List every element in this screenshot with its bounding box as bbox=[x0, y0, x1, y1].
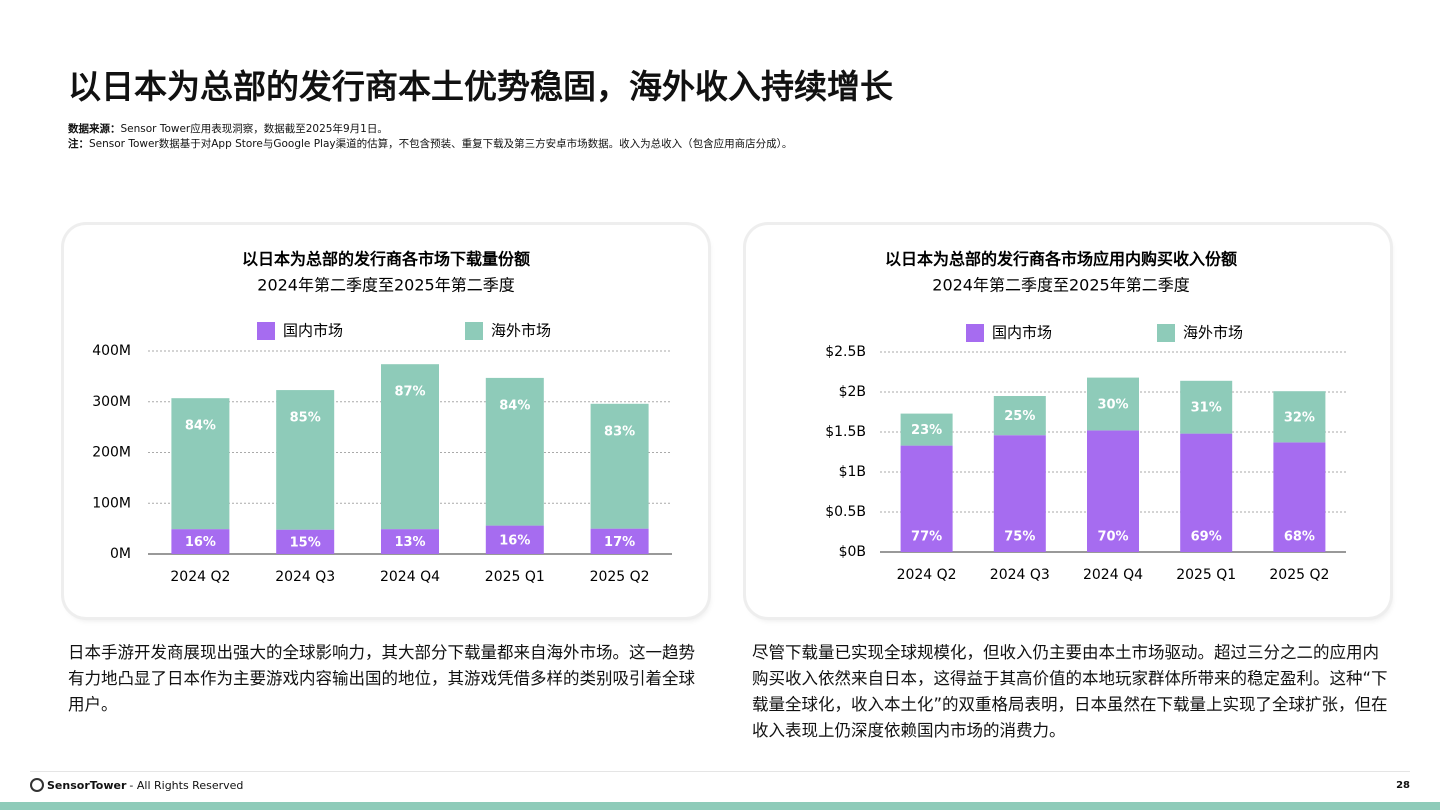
share-label: 31% bbox=[1191, 401, 1222, 416]
chart-title: 以日本为总部的发行商各市场下载量份额 bbox=[242, 250, 530, 269]
share-label: 23% bbox=[911, 423, 942, 438]
share-label: 69% bbox=[1191, 530, 1222, 545]
bar-segment bbox=[993, 435, 1046, 552]
bar-segment bbox=[171, 529, 230, 554]
x-tick-label: 2024 Q3 bbox=[990, 567, 1050, 583]
bar-segment bbox=[381, 364, 439, 530]
x-tick-label: 2025 Q1 bbox=[485, 569, 545, 585]
share-label: 30% bbox=[1097, 398, 1128, 413]
rights: - All Rights Reserved bbox=[129, 778, 244, 792]
bar-segment bbox=[485, 377, 544, 526]
footer-bar bbox=[0, 802, 1440, 810]
bar-segment bbox=[276, 390, 335, 530]
y-tick-label: $0.5B bbox=[825, 504, 866, 520]
y-tick-label: $2B bbox=[839, 384, 866, 400]
x-tick-label: 2024 Q2 bbox=[897, 567, 957, 583]
share-label: 16% bbox=[499, 533, 530, 548]
footer-rule bbox=[30, 771, 1410, 772]
share-label: 87% bbox=[394, 385, 425, 400]
page-number: 28 bbox=[1396, 780, 1410, 791]
legend-swatch bbox=[465, 322, 483, 340]
y-tick-label: $0B bbox=[839, 544, 866, 560]
paragraph: 日本手游开发商展现出强大的全球影响力，其大部分下载量都来自海外市场。这一趋势有力… bbox=[68, 643, 695, 714]
x-tick-label: 2025 Q2 bbox=[1269, 567, 1329, 583]
bar-segment bbox=[276, 529, 335, 554]
legend-label: 国内市场 bbox=[283, 322, 343, 340]
bar-segment bbox=[1273, 442, 1326, 552]
bar-segment bbox=[1087, 377, 1139, 431]
share-label: 83% bbox=[604, 424, 635, 439]
source-label: 数据来源： bbox=[68, 123, 121, 135]
source-note: 数据来源：Sensor Tower应用表现洞察，数据截至2025年9月1日。 bbox=[68, 121, 388, 136]
bar-segment bbox=[1180, 433, 1233, 552]
share-label: 16% bbox=[185, 535, 216, 550]
share-label: 75% bbox=[1004, 530, 1035, 545]
share-label: 70% bbox=[1097, 530, 1128, 545]
legend-label: 海外市场 bbox=[1183, 324, 1243, 342]
bar-segment bbox=[590, 403, 649, 529]
share-label: 68% bbox=[1284, 530, 1315, 545]
bar-segment bbox=[1180, 380, 1233, 434]
note-label: 注： bbox=[68, 138, 89, 150]
bar-segment bbox=[171, 398, 230, 530]
share-label: 25% bbox=[1004, 409, 1035, 424]
y-tick-label: 300M bbox=[92, 394, 131, 410]
brand: SensorTower bbox=[47, 778, 127, 792]
x-tick-label: 2024 Q4 bbox=[1083, 567, 1143, 583]
page-title: 以日本为总部的发行商本土优势稳固，海外收入持续增长 bbox=[68, 67, 893, 106]
legend-swatch bbox=[1157, 324, 1175, 342]
y-tick-label: 200M bbox=[92, 445, 131, 461]
x-tick-label: 2024 Q2 bbox=[170, 569, 230, 585]
y-tick-label: $1.5B bbox=[825, 424, 866, 440]
footer-brand: SensorTower - All Rights Reserved bbox=[30, 778, 243, 792]
bar-segment bbox=[993, 396, 1046, 436]
y-tick-label: 100M bbox=[92, 495, 131, 511]
bar-segment bbox=[381, 529, 439, 554]
bar-segment bbox=[1087, 430, 1139, 552]
y-tick-label: 400M bbox=[92, 343, 131, 359]
note-text: Sensor Tower数据基于对App Store与Google Play渠道… bbox=[89, 138, 793, 150]
paragraph: 尽管下载量已实现全球规模化，但收入仍主要由本土市场驱动。超过三分之二的应用内购买… bbox=[752, 643, 1388, 740]
x-tick-label: 2024 Q4 bbox=[380, 569, 440, 585]
x-tick-label: 2025 Q1 bbox=[1176, 567, 1236, 583]
y-tick-label: $1B bbox=[839, 464, 866, 480]
x-tick-label: 2024 Q3 bbox=[275, 569, 335, 585]
share-label: 85% bbox=[290, 411, 321, 426]
share-label: 15% bbox=[290, 535, 321, 550]
bar-segment bbox=[900, 413, 953, 446]
share-label: 32% bbox=[1284, 410, 1315, 425]
bar-segment bbox=[900, 445, 953, 552]
bar-segment bbox=[485, 525, 544, 554]
x-tick-label: 2025 Q2 bbox=[590, 569, 650, 585]
chart-subtitle: 2024年第二季度至2025年第二季度 bbox=[932, 276, 1189, 295]
legend-swatch bbox=[966, 324, 984, 342]
share-label: 17% bbox=[604, 535, 635, 550]
logo bbox=[30, 778, 44, 792]
chart-title: 以日本为总部的发行商各市场应用内购买收入份额 bbox=[885, 250, 1237, 269]
y-tick-label: 0M bbox=[110, 546, 131, 562]
legend-swatch bbox=[257, 322, 275, 340]
share-label: 84% bbox=[499, 398, 530, 413]
chart-subtitle: 2024年第二季度至2025年第二季度 bbox=[257, 276, 514, 295]
legend-label: 国内市场 bbox=[992, 324, 1052, 342]
share-label: 77% bbox=[911, 530, 942, 545]
bar-segment bbox=[590, 528, 649, 554]
bar-segment bbox=[1273, 391, 1326, 443]
note: 注：Sensor Tower数据基于对App Store与Google Play… bbox=[68, 136, 792, 151]
legend-label: 海外市场 bbox=[491, 322, 551, 340]
y-tick-label: $2.5B bbox=[825, 344, 866, 360]
share-label: 84% bbox=[185, 419, 216, 434]
source-text: Sensor Tower应用表现洞察，数据截至2025年9月1日。 bbox=[120, 123, 388, 135]
share-label: 13% bbox=[394, 535, 425, 550]
